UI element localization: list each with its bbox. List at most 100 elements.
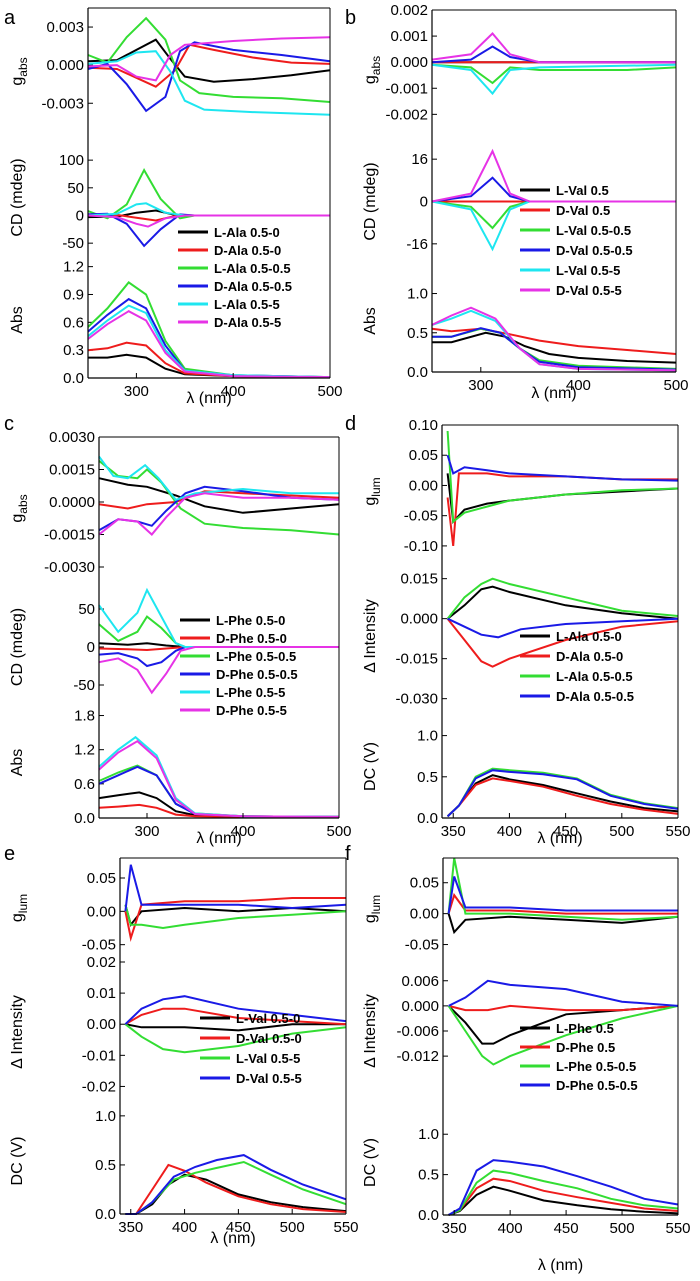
series-line-4 (87, 41, 331, 113)
subplot-1: 100 50 0 -50 CD (mdeg) (9, 152, 330, 252)
x-tick-label: 500 (610, 1220, 635, 1237)
y-tick-label: -0.003 (41, 95, 84, 112)
series-line-1 (446, 585, 679, 620)
x-axis-label: λ (nm) (538, 1257, 583, 1274)
legend-label: L-Ala 0.5-5 (214, 297, 280, 312)
y-tick-label: 0.5 (418, 1167, 439, 1184)
series-line-3 (124, 1023, 347, 1054)
legend-label: D-Phe 0.5-0.5 (556, 1078, 638, 1093)
series-line-6 (431, 32, 676, 64)
legend: L-Ala 0.5-0 D-Ala 0.5-0 L-Ala 0.5-0.5 D-Ala… (178, 225, 292, 330)
subplot-1: 16 0 -16 CD (mdeg) (362, 148, 676, 253)
subplot-0: 0.003 0.000 -0.003 gabs (9, 16, 331, 116)
panel-f: f 0.05 0.00 -0.05 glum 0.006 0.000 -0.006 -0.012… (345, 843, 691, 1274)
y-axis-label: glum (362, 895, 383, 923)
series-line-2 (446, 472, 678, 547)
legend-label: L-Phe 0.5-5 (216, 685, 285, 700)
legend-label: D-Phe 0.5-5 (216, 703, 287, 718)
legend-label: D-Ala 0.5-0.5 (214, 279, 292, 294)
x-tick-label: 450 (554, 1220, 579, 1237)
y-axis-label: gabs (9, 494, 30, 522)
y-tick-label: 0.015 (400, 571, 438, 588)
y-tick-label: 1.2 (63, 259, 84, 276)
x-tick-label: 300 (124, 383, 149, 400)
series-line-6 (98, 646, 339, 695)
legend-label: D-Ala 0.5-0 (556, 649, 623, 664)
x-tick-label: 500 (609, 823, 634, 840)
series-line-3 (447, 1004, 679, 1066)
y-axis-label-main: g (362, 914, 379, 923)
y-tick-label: 0.0 (95, 1206, 116, 1223)
y-axis-label: CD (mdeg) (9, 158, 26, 236)
panel-letter: c (4, 413, 14, 435)
series-line-2 (124, 897, 346, 942)
y-tick-label: 1.0 (418, 1126, 439, 1143)
x-tick-label: 400 (497, 823, 522, 840)
series-line-4 (448, 979, 679, 1007)
y-tick-label: 0.3 (63, 342, 84, 359)
legend-label: L-Ala 0.5-0 (214, 225, 280, 240)
y-axis-label-sub: abs (16, 57, 30, 76)
panel-letter: e (4, 843, 15, 865)
y-tick-label: 0.0030 (49, 429, 95, 446)
subplot-2: 1.2 0.9 0.6 0.3 0.0 Abs (9, 259, 331, 387)
y-tick-label: 0.0 (407, 364, 428, 381)
legend: L-Val 0.5-0 D-Val 0.5-0 L-Val 0.5-5 D-Val 0… (200, 1011, 302, 1086)
y-axis-label: Δ Intensity (362, 994, 379, 1068)
subplot-2: 1.8 1.2 0.6 0.0 Abs (9, 708, 340, 827)
legend-label: D-Val 0.5-5 (556, 283, 622, 298)
x-tick-label: 300 (468, 377, 493, 394)
subplot-1: 0.02 0.01 0.00 -0.01 -0.02 Δ Intensity (9, 954, 347, 1095)
panel-letter: d (345, 413, 356, 435)
y-tick-label: 16 (411, 151, 428, 168)
series-line-1 (125, 1023, 346, 1032)
y-axis-label: glum (9, 894, 30, 922)
series-line-3 (124, 904, 347, 930)
series-line-5 (431, 63, 677, 96)
x-tick-label: 550 (333, 1219, 358, 1236)
x-tick-label: 500 (317, 383, 342, 400)
y-tick-label: -0.012 (396, 1048, 439, 1065)
panel-e: e 0.05 0.00 -0.05 glum 0.02 0.01 0.00 -0.01 -0.02… (4, 843, 359, 1247)
y-tick-label: 0.006 (401, 973, 439, 990)
series-line-6 (87, 36, 331, 82)
x-tick-label: 500 (326, 823, 351, 840)
x-tick-label: 350 (118, 1219, 143, 1236)
legend-label: D-Phe 0.5-0 (216, 631, 287, 646)
legend-label: L-Ala 0.5-0.5 (556, 669, 633, 684)
y-tick-label: -0.015 (395, 651, 438, 668)
series-line-1 (447, 913, 679, 935)
legend-label: D-Val 0.5-5 (236, 1071, 302, 1086)
y-tick-label: 0.001 (390, 28, 428, 45)
y-tick-label: 100 (59, 152, 84, 169)
y-tick-label: -50 (62, 235, 84, 252)
legend-label: L-Phe 0.5-0.5 (556, 1059, 636, 1074)
series-line-3 (446, 430, 679, 524)
series-line-5 (431, 200, 676, 252)
series-line-4 (446, 769, 679, 818)
panel-letter: f (345, 843, 351, 865)
y-tick-label: -0.030 (395, 691, 438, 708)
y-axis-label: gabs (9, 57, 30, 85)
y-tick-label: 1.0 (95, 1108, 116, 1125)
y-axis-label-sub: lum (369, 477, 383, 496)
y-tick-label: -0.01 (82, 1047, 116, 1064)
series-line-3 (448, 1169, 679, 1216)
legend-label: L-Ala 0.5-0.5 (214, 261, 291, 276)
x-tick-label: 350 (442, 1220, 467, 1237)
y-tick-label: 0.00 (410, 906, 439, 923)
y-tick-label: -0.05 (404, 508, 438, 525)
y-tick-label: 0 (420, 194, 428, 211)
y-tick-label: 50 (78, 601, 95, 618)
series-line-2 (446, 618, 679, 668)
series-line-5 (98, 587, 339, 648)
series-line-2 (125, 1163, 347, 1215)
subplot-0: 0.05 0.00 -0.05 glum (362, 857, 679, 954)
x-tick-label: 400 (566, 377, 591, 394)
y-axis-label: Δ Intensity (9, 995, 26, 1069)
y-tick-label: 0.05 (410, 875, 439, 892)
series-line-4 (447, 617, 679, 639)
panel-b: b 0.002 0.001 0.000 -0.001 -0.002 gabs 16 0 -16 CD… (345, 2, 689, 402)
y-tick-label: 0.002 (390, 2, 428, 19)
